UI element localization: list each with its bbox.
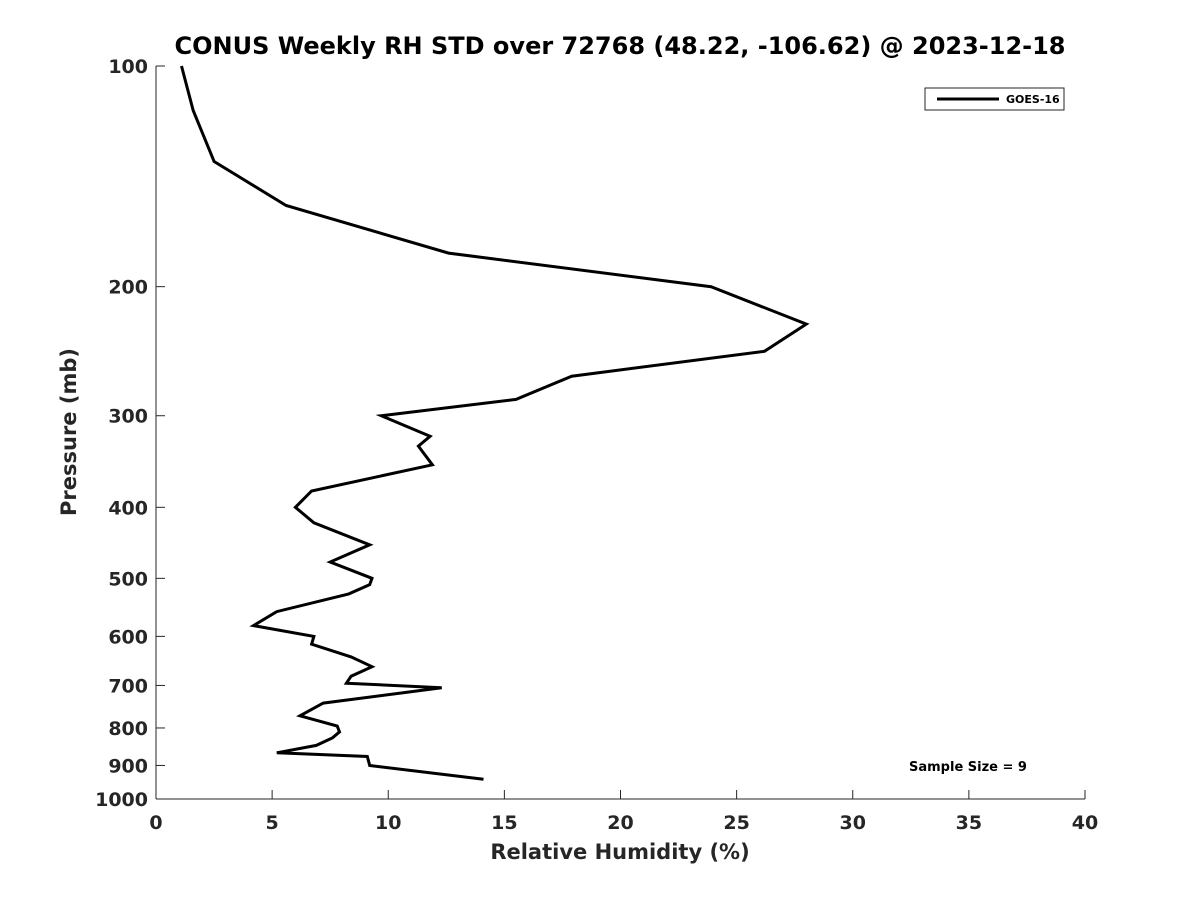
series-line-goes-16 bbox=[180, 65, 810, 781]
y-axis-label: Pressure (mb) bbox=[57, 348, 81, 516]
y-tick-label: 100 bbox=[108, 56, 148, 78]
sample-size-annotation: Sample Size = 9 bbox=[909, 760, 1027, 775]
x-tick-label: 20 bbox=[607, 812, 633, 834]
y-tick-label: 300 bbox=[108, 406, 148, 428]
y-tick-label: 500 bbox=[108, 568, 148, 590]
series-group bbox=[180, 65, 810, 781]
x-tick-label: 15 bbox=[491, 812, 517, 834]
x-tick-label: 30 bbox=[840, 812, 866, 834]
x-tick-label: 10 bbox=[375, 812, 401, 834]
y-tick-label: 800 bbox=[108, 718, 148, 740]
x-tick-label: 0 bbox=[149, 812, 162, 834]
x-tick-label: 5 bbox=[266, 812, 279, 834]
legend: GOES-16 bbox=[924, 87, 1065, 111]
y-tick-label: 200 bbox=[108, 277, 148, 299]
legend-label: GOES-16 bbox=[1006, 93, 1060, 106]
x-tick-label: 35 bbox=[956, 812, 982, 834]
x-ticks: 0 5 10 15 20 25 30 35 40 bbox=[149, 790, 1098, 834]
y-tick-label: 1000 bbox=[95, 789, 148, 811]
x-axis-label: Relative Humidity (%) bbox=[490, 840, 749, 864]
y-tick-label: 400 bbox=[108, 497, 148, 519]
x-tick-label: 40 bbox=[1072, 812, 1098, 834]
y-tick-label: 700 bbox=[108, 675, 148, 697]
chart-title: CONUS Weekly RH STD over 72768 (48.22, -… bbox=[174, 32, 1065, 60]
y-tick-label: 600 bbox=[108, 626, 148, 648]
y-tick-label: 900 bbox=[108, 755, 148, 777]
y-ticks: 100 200 300 400 500 600 700 800 900 1000 bbox=[95, 56, 165, 811]
axes bbox=[155, 66, 1085, 800]
x-tick-label: 25 bbox=[723, 812, 749, 834]
